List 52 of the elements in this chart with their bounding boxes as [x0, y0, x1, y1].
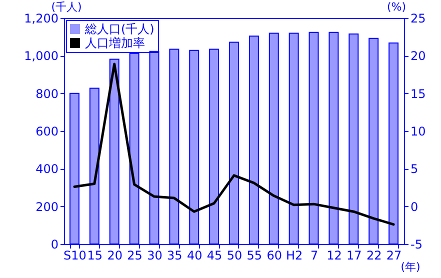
- y-tick-label: 400: [36, 162, 58, 176]
- x-tick-label: 55: [246, 248, 262, 262]
- x-tick-label: 45: [206, 248, 222, 262]
- y2-axis-title: (%): [386, 0, 406, 14]
- y-tick-label: 1,200: [24, 12, 58, 26]
- bar: [308, 32, 319, 244]
- x-tick-label: S10: [64, 248, 86, 262]
- x-tick-label: 7: [310, 248, 318, 262]
- x-tick-label: 50: [226, 248, 242, 262]
- bar: [328, 32, 339, 244]
- x-axis-title: (年): [400, 260, 420, 274]
- x-tick-label: 20: [107, 248, 122, 262]
- bar: [189, 50, 200, 244]
- x-tick-label: 12: [326, 248, 342, 262]
- legend-label: 人口増加率: [85, 36, 145, 50]
- x-tick-label: 27: [386, 248, 402, 262]
- y2-tick-label: 0: [410, 200, 418, 214]
- bar: [109, 58, 120, 244]
- y2-tick-label: 10: [410, 124, 426, 138]
- x-tick-label: 60: [266, 248, 282, 262]
- bar: [209, 48, 220, 244]
- y2-tick-label: 20: [410, 49, 426, 64]
- bar: [169, 48, 180, 244]
- y2-tick-label: 15: [410, 86, 426, 101]
- x-tick-label: 30: [147, 248, 162, 262]
- x-tick-label: H2: [286, 248, 303, 262]
- y-tick-label: 0: [50, 238, 58, 252]
- y-tick-label: 1,000: [24, 49, 58, 64]
- bar: [288, 32, 299, 244]
- bar: [69, 92, 80, 244]
- x-tick-label: 17: [346, 248, 362, 262]
- bar: [89, 88, 100, 244]
- y2-tick-label: 5: [410, 162, 418, 176]
- y-axis-title: (千人): [51, 0, 82, 14]
- bar: [268, 32, 279, 244]
- bar: [248, 36, 259, 244]
- bar: [388, 42, 399, 244]
- x-tick-label: 15: [87, 248, 103, 262]
- x-tick-label: 22: [366, 248, 382, 262]
- y2-tick-label: -5: [410, 238, 422, 252]
- y-tick-label: 800: [36, 86, 58, 101]
- bar: [348, 34, 359, 244]
- x-tick-label: 35: [167, 248, 182, 262]
- line-series: [73, 62, 395, 226]
- x-tick-label: 40: [186, 248, 202, 262]
- x-tick-label: 25: [127, 248, 142, 262]
- y-tick-label: 200: [36, 200, 58, 214]
- y-tick-label: 600: [36, 124, 58, 138]
- legend-label: 総人口(千人): [84, 22, 154, 36]
- bar: [229, 42, 239, 244]
- bar: [368, 38, 379, 244]
- y2-tick-label: 25: [410, 12, 426, 26]
